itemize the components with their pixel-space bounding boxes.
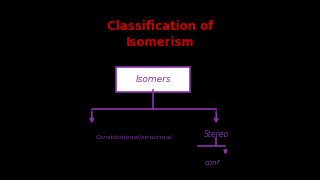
Text: Stereo: Stereo <box>204 130 229 139</box>
Text: Classification of
Isomerism: Classification of Isomerism <box>107 20 213 49</box>
Text: Isomers: Isomers <box>135 75 171 84</box>
Text: Constitutional/structural: Constitutional/structural <box>96 134 172 139</box>
Text: conf: conf <box>205 160 220 166</box>
FancyBboxPatch shape <box>116 67 190 92</box>
